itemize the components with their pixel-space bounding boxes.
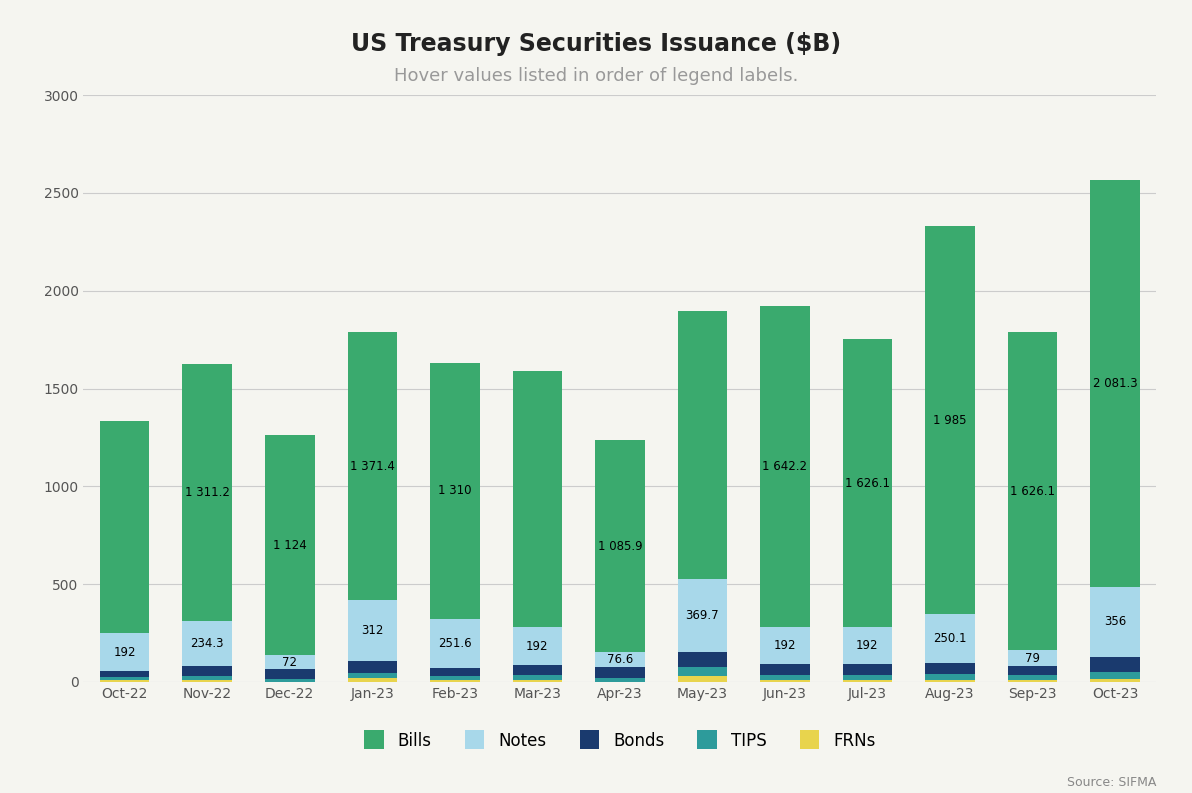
Bar — [348, 332, 397, 600]
Bar — [925, 615, 975, 664]
Bar — [760, 305, 809, 626]
Legend: Bills, Notes, Bonds, TIPS, FRNs: Bills, Notes, Bonds, TIPS, FRNs — [355, 724, 884, 759]
Bar — [925, 664, 975, 674]
Text: 1 626.1: 1 626.1 — [1010, 485, 1055, 498]
Bar — [100, 421, 149, 634]
Bar — [595, 667, 645, 678]
Bar — [595, 678, 645, 682]
Bar — [182, 364, 232, 620]
Bar — [100, 680, 149, 682]
Bar — [430, 680, 479, 682]
Bar — [348, 678, 397, 682]
Bar — [1091, 679, 1140, 682]
Text: 192: 192 — [113, 646, 136, 658]
Bar — [513, 665, 563, 675]
Text: 1 642.2: 1 642.2 — [763, 460, 807, 473]
Bar — [677, 312, 727, 580]
Bar — [760, 665, 809, 675]
Bar — [513, 675, 563, 680]
Text: 76.6: 76.6 — [607, 653, 633, 666]
Bar — [265, 669, 315, 679]
Text: 234.3: 234.3 — [191, 637, 224, 650]
Text: 356: 356 — [1104, 615, 1126, 628]
Bar — [513, 627, 563, 665]
Bar — [843, 675, 892, 680]
Text: 72: 72 — [283, 656, 297, 668]
Bar — [513, 680, 563, 682]
Bar — [100, 634, 149, 671]
Bar — [182, 666, 232, 676]
Bar — [1091, 180, 1140, 587]
Bar — [1091, 587, 1140, 657]
Bar — [925, 674, 975, 680]
Bar — [677, 580, 727, 652]
Text: 79: 79 — [1025, 652, 1039, 665]
Bar — [265, 679, 315, 682]
Bar — [1007, 675, 1057, 680]
Bar — [595, 440, 645, 653]
Bar — [182, 620, 232, 666]
Bar — [843, 680, 892, 682]
Bar — [843, 339, 892, 626]
Bar — [760, 675, 809, 680]
Text: 1 310: 1 310 — [437, 485, 472, 497]
Bar — [925, 226, 975, 615]
Bar — [430, 676, 479, 680]
Bar — [182, 680, 232, 682]
Bar — [760, 626, 809, 665]
Bar — [843, 665, 892, 675]
Bar — [1091, 672, 1140, 679]
Text: 192: 192 — [856, 639, 879, 652]
Bar — [100, 671, 149, 677]
Bar — [348, 600, 397, 661]
Text: 369.7: 369.7 — [685, 609, 719, 622]
Text: US Treasury Securities Issuance ($B): US Treasury Securities Issuance ($B) — [350, 32, 842, 56]
Bar — [430, 363, 479, 619]
Bar — [677, 676, 727, 682]
Bar — [100, 677, 149, 680]
Text: 192: 192 — [526, 640, 548, 653]
Text: 312: 312 — [361, 624, 384, 638]
Bar — [1007, 650, 1057, 666]
Bar — [265, 435, 315, 655]
Text: 1 124: 1 124 — [273, 538, 306, 552]
Bar — [182, 676, 232, 680]
Text: 1 985: 1 985 — [933, 414, 967, 427]
Text: 251.6: 251.6 — [437, 638, 472, 650]
Text: 2 081.3: 2 081.3 — [1093, 377, 1137, 390]
Text: 250.1: 250.1 — [933, 633, 967, 646]
Bar — [925, 680, 975, 682]
Text: 1 371.4: 1 371.4 — [349, 460, 395, 473]
Bar — [760, 680, 809, 682]
Text: 1 311.2: 1 311.2 — [185, 486, 230, 499]
Bar — [348, 673, 397, 678]
Bar — [843, 626, 892, 665]
Text: Source: SIFMA: Source: SIFMA — [1067, 776, 1156, 789]
Bar — [1007, 680, 1057, 682]
Bar — [1091, 657, 1140, 672]
Bar — [265, 655, 315, 669]
Bar — [677, 652, 727, 667]
Bar — [513, 371, 563, 627]
Text: 1 085.9: 1 085.9 — [597, 539, 642, 553]
Bar — [677, 667, 727, 676]
Text: 1 626.1: 1 626.1 — [845, 477, 890, 489]
Text: Hover values listed in order of legend labels.: Hover values listed in order of legend l… — [393, 67, 799, 86]
Text: 192: 192 — [774, 639, 796, 652]
Bar — [1007, 332, 1057, 650]
Bar — [430, 668, 479, 676]
Bar — [348, 661, 397, 673]
Bar — [595, 653, 645, 667]
Bar — [430, 619, 479, 668]
Bar — [1007, 666, 1057, 675]
